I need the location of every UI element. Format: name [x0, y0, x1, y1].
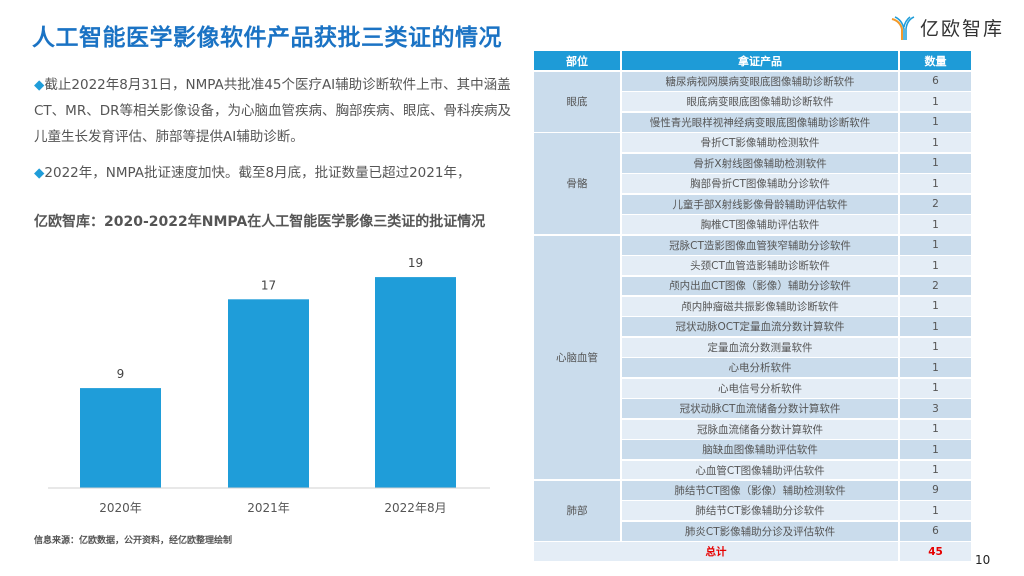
product-cell: 颅内肿瘤磁共振影像辅助诊断软件 — [622, 296, 898, 316]
count-cell: 1 — [900, 337, 971, 357]
product-cell: 骨折CT影像辅助检测软件 — [622, 133, 898, 153]
part-cell: 眼底 — [534, 72, 620, 132]
bar — [375, 277, 456, 488]
count-cell: 2 — [900, 194, 971, 214]
data-label: 17 — [261, 278, 276, 292]
data-label: 19 — [408, 256, 423, 270]
product-cell: 胸椎CT图像辅助评估软件 — [622, 215, 898, 235]
count-cell: 1 — [900, 174, 971, 194]
product-cell: 脑缺血图像辅助评估软件 — [622, 440, 898, 460]
product-cell: 心电信号分析软件 — [622, 378, 898, 398]
count-cell: 1 — [900, 112, 971, 132]
count-cell: 1 — [900, 378, 971, 398]
product-cell: 肺结节CT图像（影像）辅助检测软件 — [622, 481, 898, 500]
header-cell: 数量 — [900, 51, 971, 70]
count-cell: 1 — [900, 256, 971, 275]
part-cell: 骨骼 — [534, 133, 620, 235]
product-cell: 冠脉血流储备分数计算软件 — [622, 419, 898, 439]
logo: 亿欧智库 — [890, 14, 1004, 41]
bullet-icon: ◆ — [34, 165, 45, 181]
source-note: 信息来源：亿欧数据，公开资料，经亿欧整理绘制 — [34, 536, 233, 546]
product-cell: 心血管CT图像辅助评估软件 — [622, 460, 898, 480]
count-cell: 2 — [900, 276, 971, 296]
total-label: 总计 — [534, 542, 898, 562]
bar — [80, 388, 161, 488]
count-cell: 1 — [900, 235, 971, 255]
product-cell: 定量血流分数测量软件 — [622, 337, 898, 357]
count-cell: 3 — [900, 399, 971, 419]
header-cell: 部位 — [534, 51, 620, 70]
header-cell: 拿证产品 — [622, 51, 898, 70]
count-cell: 9 — [900, 481, 971, 500]
product-cell: 心电分析软件 — [622, 358, 898, 378]
logo-text: 亿欧智库 — [920, 18, 1005, 40]
part-cell: 肺部 — [534, 481, 620, 541]
count-cell: 1 — [900, 296, 971, 316]
count-cell: 1 — [900, 92, 971, 112]
page-number: 10 — [975, 553, 991, 567]
product-cell: 眼底病变眼底图像辅助诊断软件 — [622, 92, 898, 112]
count-cell: 1 — [900, 440, 971, 460]
bar — [228, 299, 309, 488]
product-cell: 肺结节CT影像辅助分诊软件 — [622, 501, 898, 521]
count-cell: 1 — [900, 153, 971, 173]
chart-title: 亿欧智库：2020-2022年NMPA在人工智能医学影像三类证的批证情况 — [34, 214, 486, 230]
count-cell: 1 — [900, 501, 971, 521]
paragraph-1: ◆截止2022年8月31日，NMPA共批准45个医疗AI辅助诊断软件上市、其中涵… — [34, 72, 514, 150]
bullet-icon: ◆ — [34, 77, 45, 93]
product-cell: 冠脉CT造影图像血管狭窄辅助分诊软件 — [622, 235, 898, 255]
data-label: 9 — [117, 367, 125, 381]
x-tick-label: 2021年 — [247, 501, 290, 515]
bar-chart: 9 2020年 17 2021年 19 2022年8月 — [48, 256, 490, 515]
product-cell: 头颈CT血管造影辅助诊断软件 — [622, 256, 898, 275]
total-value: 45 — [900, 542, 971, 562]
product-cell: 颅内出血CT图像（影像）辅助分诊软件 — [622, 276, 898, 296]
count-cell: 1 — [900, 358, 971, 378]
product-cell: 冠状动脉OCT定量血流分数计算软件 — [622, 317, 898, 337]
product-cell: 骨折X射线图像辅助检测软件 — [622, 153, 898, 173]
part-cell: 心脑血管 — [534, 235, 620, 480]
logo-icon — [891, 15, 915, 40]
count-cell: 6 — [900, 72, 971, 91]
count-cell: 6 — [900, 521, 971, 541]
x-tick-label: 2022年8月 — [384, 501, 446, 515]
count-cell: 1 — [900, 460, 971, 480]
page-title: 人工智能医学影像软件产品获批三类证的情况 — [32, 25, 502, 51]
product-cell: 胸部骨折CT图像辅助分诊软件 — [622, 174, 898, 194]
count-cell: 1 — [900, 133, 971, 153]
paragraph-1-text: 截止2022年8月31日，NMPA共批准45个医疗AI辅助诊断软件上市、其中涵盖… — [34, 77, 511, 145]
product-cell: 冠状动脉CT血流储备分数计算软件 — [622, 399, 898, 419]
product-cell: 慢性青光眼样视神经病变眼底图像辅助诊断软件 — [622, 112, 898, 132]
product-cell: 儿童手部X射线影像骨龄辅助评估软件 — [622, 194, 898, 214]
paragraph-2-text: 2022年，NMPA批证速度加快。截至8月底，批证数量已超过2021年， — [44, 165, 471, 181]
product-cell: 肺炎CT影像辅助分诊及评估软件 — [622, 521, 898, 541]
x-tick-label: 2020年 — [99, 501, 142, 515]
count-cell: 1 — [900, 215, 971, 235]
paragraph-2: ◆2022年，NMPA批证速度加快。截至8月底，批证数量已超过2021年， — [34, 160, 514, 186]
count-cell: 1 — [900, 317, 971, 337]
product-cell: 糖尿病视网膜病变眼底图像辅助诊断软件 — [622, 72, 898, 91]
count-cell: 1 — [900, 419, 971, 439]
